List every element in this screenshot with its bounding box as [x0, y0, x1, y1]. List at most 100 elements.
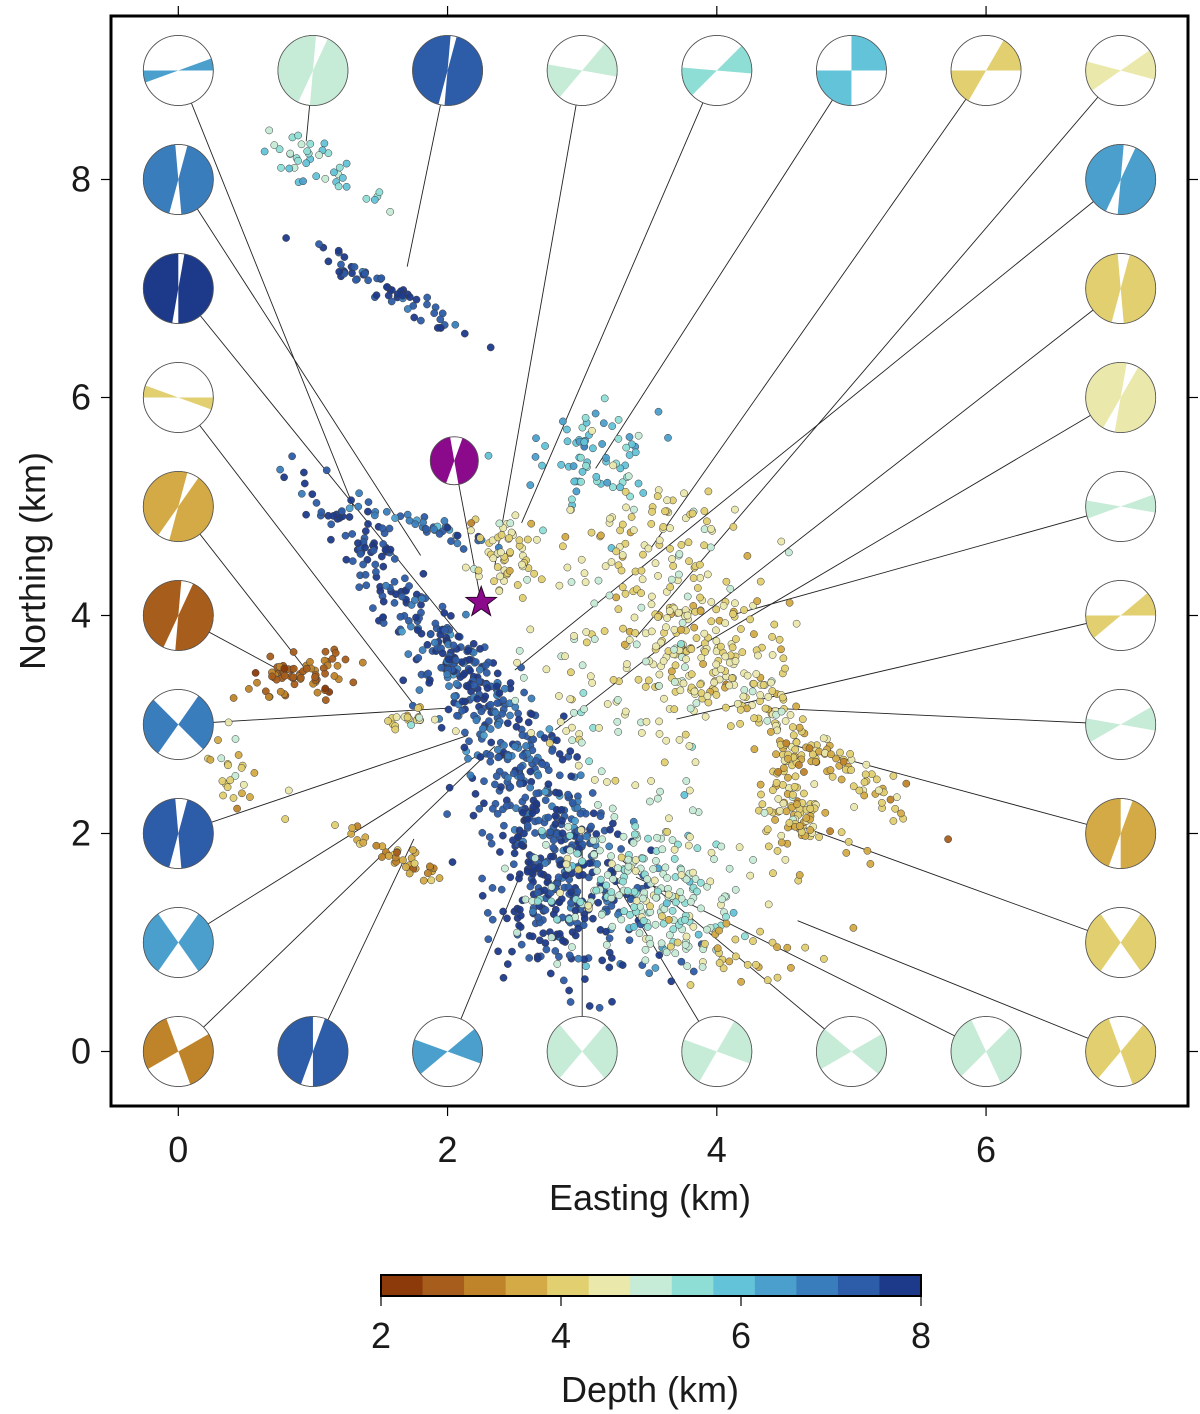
earthquake-point [725, 681, 734, 690]
earthquake-point [673, 938, 682, 947]
beachball [1085, 798, 1157, 869]
earthquake-point [624, 472, 633, 481]
earthquake-point [572, 487, 581, 496]
earthquake-point [826, 827, 834, 836]
earthquake-point [648, 507, 656, 516]
earthquake-point [559, 936, 567, 945]
earthquake-point [677, 541, 686, 549]
beachball-border [1085, 798, 1157, 869]
beachball [142, 144, 214, 215]
earthquake-point [423, 293, 432, 302]
beachball [1085, 580, 1157, 651]
earthquake-point [769, 869, 777, 878]
earthquake-point [687, 645, 696, 653]
beachball [1085, 35, 1157, 106]
earthquake-point [612, 547, 621, 556]
earthquake-point [805, 744, 814, 753]
mainshock [464, 584, 498, 617]
earthquake-point [704, 487, 713, 496]
earthquake-point [692, 634, 701, 642]
earthquake-point [638, 575, 647, 584]
earthquake-point [675, 570, 683, 579]
earthquake-point [647, 777, 655, 785]
earthquake-point [403, 305, 412, 313]
earthquake-point [473, 695, 482, 703]
earthquake-point [557, 460, 566, 469]
earthquake-point [404, 650, 413, 658]
beachball-border [1085, 471, 1157, 542]
earthquake-point [505, 566, 514, 575]
earthquake-point [501, 684, 509, 693]
earthquake-point [410, 313, 419, 322]
earthquake-point [349, 678, 358, 687]
earthquake-point [547, 897, 556, 906]
earthquake-point [566, 506, 575, 514]
earthquake-point [639, 550, 647, 559]
earthquake-point [731, 599, 739, 608]
earthquake-point [692, 699, 701, 707]
earthquake-point [643, 875, 652, 884]
earthquake-point [667, 977, 676, 986]
earthquake-point [731, 505, 739, 514]
earthquake-point [515, 715, 523, 724]
x-axis-label: Easting (km) [549, 1177, 751, 1218]
earthquake-point [540, 734, 549, 742]
earthquake-point [690, 687, 699, 696]
earthquake-point [718, 895, 726, 904]
beachball-border [950, 35, 1022, 106]
earthquake-point [313, 688, 322, 697]
beachball [142, 689, 214, 760]
earthquake-point [666, 524, 674, 532]
earthquake-point [700, 629, 709, 638]
earthquake-point [334, 246, 343, 255]
earthquake-point [409, 846, 417, 854]
colorbar-segment [837, 1275, 880, 1296]
earthquake-point [558, 755, 567, 764]
earthquake-point [576, 771, 585, 780]
earthquake-point [631, 856, 640, 864]
earthquake-point [504, 752, 513, 761]
earthquake-point [663, 874, 671, 882]
compressional-quadrant [986, 1026, 1022, 1084]
compressional-quadrant [547, 64, 583, 98]
beachball-border [816, 1016, 887, 1087]
earthquake-point [660, 694, 668, 703]
earthquake-point [533, 897, 542, 906]
earthquake-point [594, 898, 603, 907]
earthquake-point [693, 887, 701, 896]
earthquake-point [450, 692, 459, 701]
earthquake-point [590, 635, 599, 643]
earthquake-point [598, 835, 606, 844]
earthquake-point [738, 648, 747, 657]
beachball [681, 1016, 753, 1087]
leader-line [595, 70, 852, 469]
earthquake-point [566, 846, 574, 855]
earthquake-point [516, 763, 525, 772]
beachball-border [142, 253, 214, 324]
earthquake-point [382, 581, 390, 590]
colorbar-segment [713, 1275, 756, 1296]
earthquake-point [568, 723, 576, 732]
colorbar-frame [380, 1274, 922, 1297]
earthquake-point [547, 933, 556, 942]
earthquake-point [659, 657, 668, 665]
earthquake-point [300, 468, 308, 477]
earthquake-point [731, 952, 740, 961]
earthquake-point [596, 875, 605, 884]
earthquake-point [782, 807, 791, 816]
earthquake-point [398, 592, 406, 601]
earthquake-point [478, 828, 487, 837]
earthquake-point [369, 604, 377, 612]
earthquake-point [623, 660, 631, 668]
compressional-quadrant [1085, 253, 1121, 323]
earthquake-point [731, 885, 740, 894]
earthquake-point [347, 496, 355, 505]
earthquake-point [625, 433, 634, 441]
earthquake-point [475, 804, 484, 813]
earthquake-point [752, 960, 760, 969]
earthquake-point [688, 509, 697, 518]
earthquake-point [321, 684, 330, 693]
earthquake-point [670, 845, 679, 854]
earthquake-point [717, 665, 725, 674]
earthquake-point [698, 963, 707, 971]
